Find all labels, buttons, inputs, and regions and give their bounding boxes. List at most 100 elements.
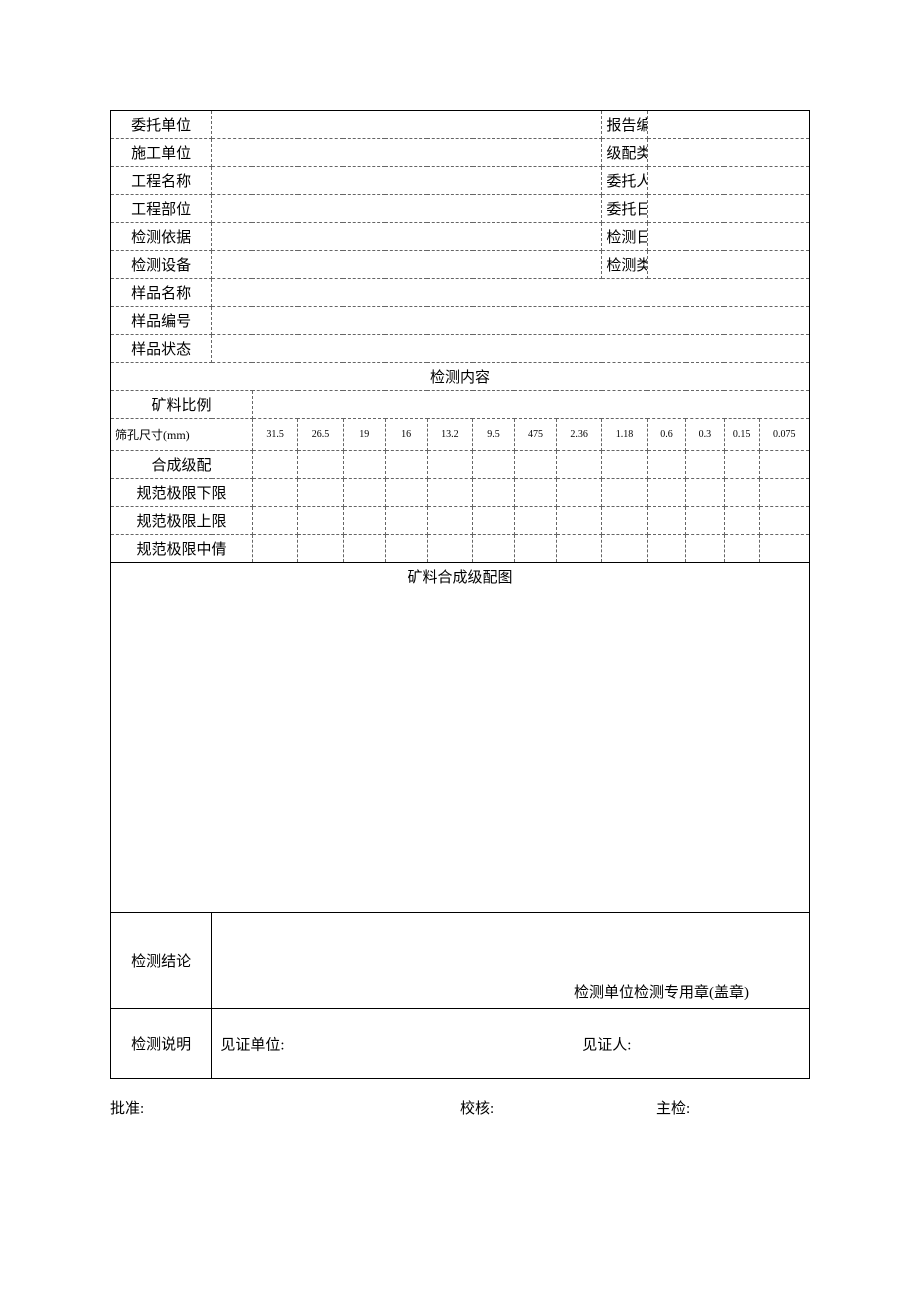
chart-area: 矿料合成级配图 xyxy=(111,563,810,913)
mid-4 xyxy=(427,535,472,563)
mid-7 xyxy=(556,535,601,563)
val-conclusion: 检测单位检测专用章(盖章) xyxy=(212,913,810,1009)
label-conclusion: 检测结论 xyxy=(111,913,212,1009)
syn-11 xyxy=(724,451,759,479)
syn-6 xyxy=(514,451,556,479)
witness-unit-label: 见证单位: xyxy=(220,1033,284,1054)
mid-1 xyxy=(298,535,343,563)
label-client-unit: 委托单位 xyxy=(111,111,212,139)
val-client-person xyxy=(647,167,809,195)
sieve-6: 475 xyxy=(514,419,556,451)
sieve-4: 13.2 xyxy=(427,419,472,451)
syn-4 xyxy=(427,451,472,479)
sieve-8: 1.18 xyxy=(602,419,647,451)
sieve-5: 9.5 xyxy=(473,419,515,451)
mid-0 xyxy=(252,535,297,563)
val-client-date xyxy=(647,195,809,223)
sieve-9: 0.6 xyxy=(647,419,685,451)
val-sample-name xyxy=(212,279,810,307)
syn-8 xyxy=(602,451,647,479)
low-11 xyxy=(724,479,759,507)
val-sample-no xyxy=(212,307,810,335)
label-test-equipment: 检测设备 xyxy=(111,251,212,279)
up-9 xyxy=(647,507,685,535)
label-client-date: 委托日期 xyxy=(602,195,647,223)
mid-3 xyxy=(385,535,427,563)
val-report-no xyxy=(647,111,809,139)
label-project-name: 工程名称 xyxy=(111,167,212,195)
label-explanation: 检测说明 xyxy=(111,1009,212,1079)
syn-3 xyxy=(385,451,427,479)
up-6 xyxy=(514,507,556,535)
val-project-name xyxy=(212,167,602,195)
label-sample-status: 样品状态 xyxy=(111,335,212,363)
up-7 xyxy=(556,507,601,535)
sieve-12: 0.075 xyxy=(759,419,809,451)
footer-check: 校核: xyxy=(460,1101,494,1117)
label-test-basis: 检测依据 xyxy=(111,223,212,251)
low-8 xyxy=(602,479,647,507)
up-10 xyxy=(686,507,724,535)
form-table-wrapper: 委托单位 报告编号 施工单位 级配类型 工程名称 委托人 工程部位 委托日期 检… xyxy=(110,110,810,1079)
up-1 xyxy=(298,507,343,535)
stamp-text: 检测单位检测专用章(盖章) xyxy=(574,985,749,1001)
mid-9 xyxy=(647,535,685,563)
val-test-equipment xyxy=(212,251,602,279)
label-spec-middle: 规范极限中倩 xyxy=(111,535,253,563)
low-6 xyxy=(514,479,556,507)
val-sample-status xyxy=(212,335,810,363)
witness-person-label: 见证人: xyxy=(582,1033,631,1054)
syn-2 xyxy=(343,451,385,479)
low-9 xyxy=(647,479,685,507)
low-1 xyxy=(298,479,343,507)
syn-9 xyxy=(647,451,685,479)
main-table: 委托单位 报告编号 施工单位 级配类型 工程名称 委托人 工程部位 委托日期 检… xyxy=(110,110,810,1079)
label-sample-name: 样品名称 xyxy=(111,279,212,307)
label-gradation-type: 级配类型 xyxy=(602,139,647,167)
label-test-category: 检测类别 xyxy=(602,251,647,279)
val-client-unit xyxy=(212,111,602,139)
sieve-7: 2.36 xyxy=(556,419,601,451)
label-spec-upper: 规范极限上限 xyxy=(111,507,253,535)
sieve-0: 31.5 xyxy=(252,419,297,451)
val-project-part xyxy=(212,195,602,223)
label-mineral-ratio: 矿料比例 xyxy=(111,391,253,419)
section-test-content: 检测内容 xyxy=(111,363,810,391)
val-gradation-type xyxy=(647,139,809,167)
low-10 xyxy=(686,479,724,507)
up-2 xyxy=(343,507,385,535)
val-explanation: 见证单位: 见证人: xyxy=(212,1009,810,1079)
up-5 xyxy=(473,507,515,535)
syn-0 xyxy=(252,451,297,479)
sieve-11: 0.15 xyxy=(724,419,759,451)
low-7 xyxy=(556,479,601,507)
footer-signatures: 批准: 校核: 主检: xyxy=(110,1097,810,1118)
up-4 xyxy=(427,507,472,535)
val-test-date xyxy=(647,223,809,251)
label-synthetic-gradation: 合成级配 xyxy=(111,451,253,479)
label-construction-unit: 施工单位 xyxy=(111,139,212,167)
label-sample-no: 样品编号 xyxy=(111,307,212,335)
low-5 xyxy=(473,479,515,507)
low-3 xyxy=(385,479,427,507)
mid-6 xyxy=(514,535,556,563)
up-8 xyxy=(602,507,647,535)
val-test-category xyxy=(647,251,809,279)
val-test-basis xyxy=(212,223,602,251)
low-4 xyxy=(427,479,472,507)
low-2 xyxy=(343,479,385,507)
syn-5 xyxy=(473,451,515,479)
label-spec-lower: 规范极限下限 xyxy=(111,479,253,507)
sieve-3: 16 xyxy=(385,419,427,451)
up-3 xyxy=(385,507,427,535)
up-12 xyxy=(759,507,809,535)
up-11 xyxy=(724,507,759,535)
label-report-no: 报告编号 xyxy=(602,111,647,139)
mid-2 xyxy=(343,535,385,563)
mid-8 xyxy=(602,535,647,563)
syn-1 xyxy=(298,451,343,479)
label-project-part: 工程部位 xyxy=(111,195,212,223)
footer-approve: 批准: xyxy=(110,1101,144,1117)
mid-5 xyxy=(473,535,515,563)
low-0 xyxy=(252,479,297,507)
